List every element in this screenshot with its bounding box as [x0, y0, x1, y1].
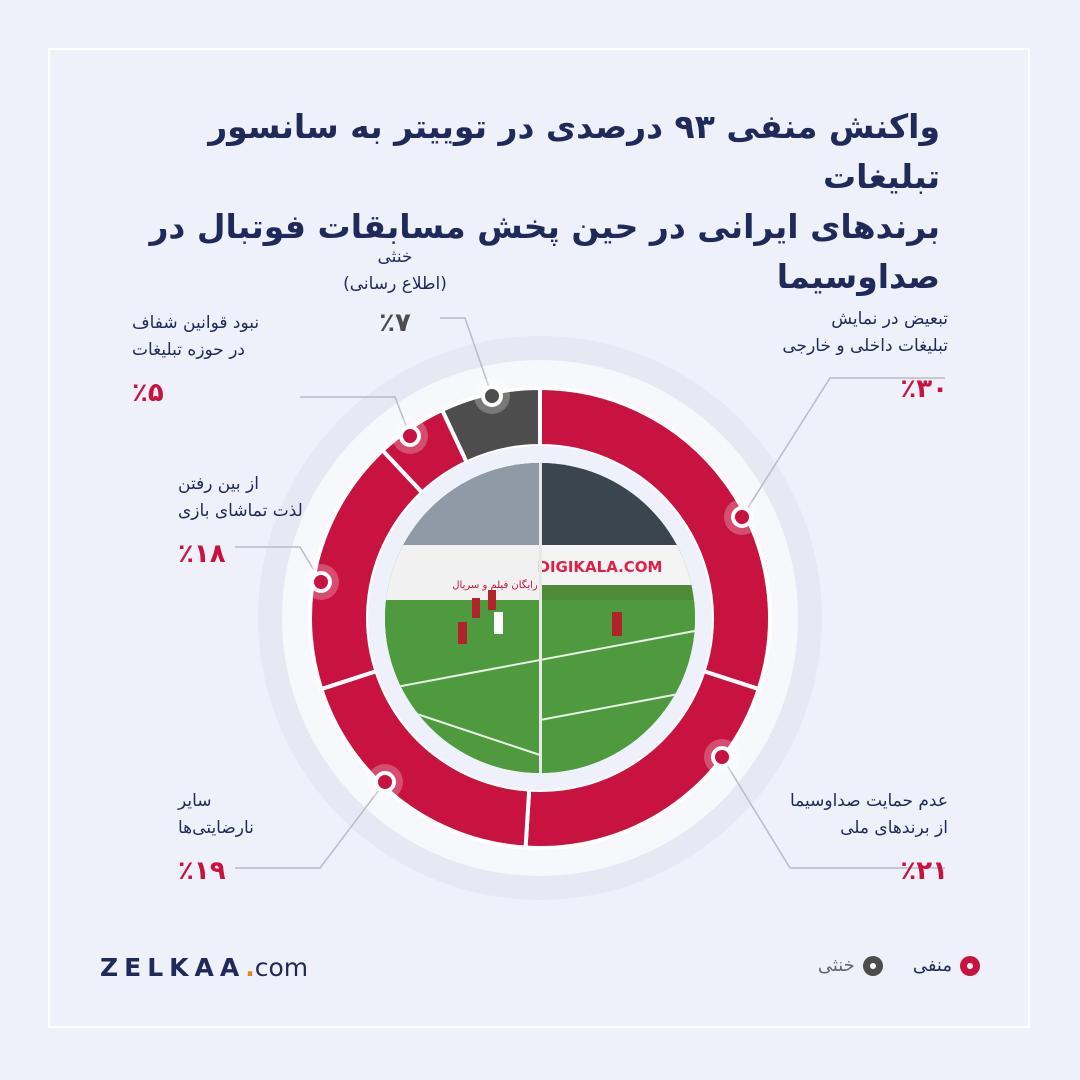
connector-line-0: [741, 377, 945, 518]
connector-line-4: [300, 396, 411, 437]
title-line-1: واکنش منفی ۹۳ درصدی در توییتر به سانسور …: [208, 107, 940, 196]
border-frame: [48, 48, 1030, 1028]
label-discrimination: تبعیض در نمایش تبلیغات داخلی و خارجی ٪۳۰: [782, 309, 948, 404]
ad-board-text: DIGIKALA.COM: [538, 558, 663, 576]
marker-dot-2: [374, 771, 396, 793]
marker-dot-3: [310, 571, 332, 593]
label-no-support: عدم حمایت صداوسیما از برندهای ملی ٪۲۱: [789, 791, 948, 886]
legend-neutral: خنثی: [818, 955, 883, 976]
pct-lost-enjoyment: ٪۱۸: [178, 539, 226, 569]
title-line-2: برندهای ایرانی در حین پخش مسابقات فوتبال…: [149, 207, 940, 296]
ad-board-text-right: رایگان فیلم و سریال: [452, 579, 538, 591]
donut-slices: [303, 378, 772, 850]
connector-line-5: [440, 317, 493, 397]
marker-dot-0: [731, 506, 753, 528]
page-title: واکنش منفی ۹۳ درصدی در توییتر به سانسور …: [80, 102, 940, 302]
connector-lines: [235, 317, 945, 869]
legend-negative: منفی: [913, 955, 980, 976]
label-no-rules: نبود قوانین شفاف در حوزه تبلیغات ٪۵: [132, 313, 260, 408]
marker-dot-4: [399, 425, 421, 447]
pct-other: ٪۱۹: [178, 856, 226, 886]
marker-dot-5: [481, 385, 503, 407]
legend-neutral-icon: [862, 955, 883, 976]
connector-line-1: [721, 756, 945, 869]
legend-negative-icon: [960, 955, 980, 976]
label-lost-enjoyment: از بین رفتن لذت تماشای بازی ٪۱۸: [178, 474, 303, 569]
pct-no-rules: ٪۵: [132, 378, 164, 408]
players: [458, 590, 622, 644]
connector-line-2: [235, 781, 386, 869]
label-neutral: خنثی (اطلاع رسانی) ٪۷: [300, 244, 490, 340]
pct-no-support: ٪۲۱: [900, 856, 948, 886]
marker-dot-1: [711, 746, 733, 768]
label-other: سایر نارضایتی‌ها ٪۱۹: [178, 791, 254, 886]
pct-neutral: ٪۷: [379, 308, 411, 338]
pct-discrimination: ٪۳۰: [900, 374, 948, 404]
legend: منفی خنثی: [818, 955, 980, 976]
zelkaa-logo: ZELKAA.com: [100, 953, 309, 982]
